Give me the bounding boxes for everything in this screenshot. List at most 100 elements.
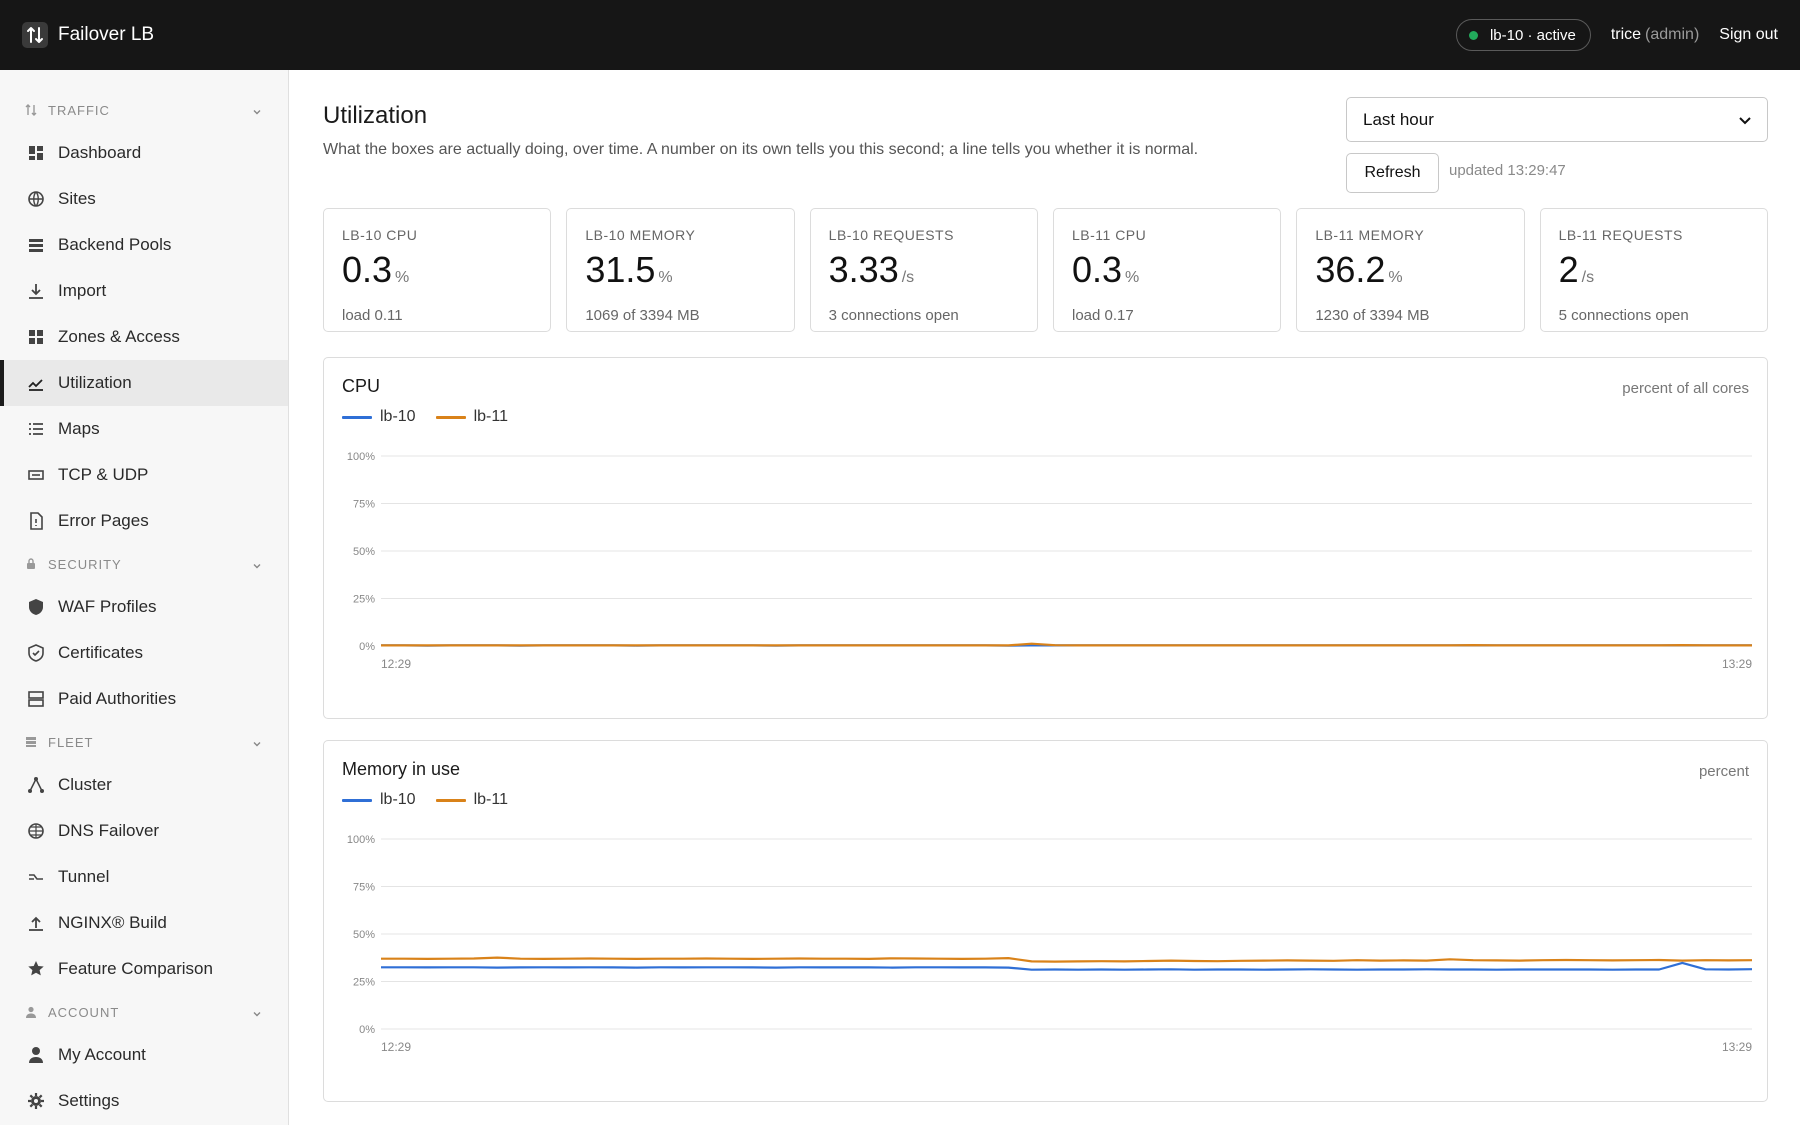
legend-item-lb-11[interactable]: lb-11: [435, 408, 508, 426]
y-tick-label: 75%: [353, 882, 375, 894]
stat-label: LB-10 MEMORY: [585, 227, 696, 243]
sign-out-link[interactable]: Sign out: [1719, 26, 1778, 43]
section-header-traffic[interactable]: TRAFFIC: [0, 90, 288, 130]
globe-icon: [26, 189, 46, 209]
sidebar-item-certificates[interactable]: Certificates: [0, 630, 288, 676]
stat-detail: 1230 of 3394 MB: [1315, 307, 1430, 324]
sidebar-item-waf-profiles[interactable]: WAF Profiles: [0, 584, 288, 630]
chevron-down-icon: [252, 559, 262, 569]
legend-swatch: [342, 798, 372, 802]
stat-card: LB-11 MEMORY 36.2% 1230 of 3394 MB: [1296, 208, 1525, 332]
sidebar: TRAFFIC Dashboard Sites Backend Pools Import…: [0, 70, 289, 1125]
legend-label: lb-10: [380, 791, 416, 808]
page-subtitle: What the boxes are actually doing, over …: [323, 141, 1199, 158]
sidebar-item-tcp-udp[interactable]: TCP & UDP: [0, 452, 288, 498]
sidebar-item-label: NGINX® Build: [58, 913, 167, 932]
series-line-lb-10: [381, 961, 1753, 971]
stat-card: LB-11 REQUESTS 2/s 5 connections open: [1539, 208, 1768, 332]
sidebar-item-maps[interactable]: Maps: [0, 406, 288, 452]
stat-value-row: 3.33/s: [829, 251, 1019, 297]
stat-value-row: 2/s: [1559, 251, 1749, 297]
legend-item-lb-10[interactable]: lb-10: [342, 791, 416, 809]
chevron-down-icon: [252, 1007, 262, 1017]
grid-icon: [26, 327, 46, 347]
refresh-button[interactable]: Refresh: [1346, 153, 1439, 193]
arrows-updown-icon: [24, 103, 38, 117]
legend-item-lb-11[interactable]: lb-11: [435, 791, 508, 809]
section-header-security[interactable]: SECURITY: [0, 544, 288, 584]
sidebar-item-label: Certificates: [58, 643, 144, 662]
section-label: FLEET: [48, 734, 94, 750]
lock-icon: [24, 557, 38, 571]
stat-unit: %: [1125, 269, 1140, 286]
sidebar-item-backend-pools[interactable]: Backend Pools: [0, 222, 288, 268]
legend-swatch: [435, 798, 466, 802]
sidebar-item-label: Dashboard: [58, 143, 142, 162]
chart-plot: 100% 75% 50% 25% 0% 12:29 13:29: [347, 451, 1752, 671]
sidebar-item-label: My Account: [58, 1045, 146, 1064]
chart-plot: 100% 75% 50% 25% 0% 12:29 13:29: [347, 834, 1753, 1054]
time-range-select[interactable]: Last hour: [1346, 97, 1768, 142]
stat-detail: 1069 of 3394 MB: [585, 307, 700, 324]
dashboard-icon: [26, 143, 46, 163]
sidebar-item-nginx-build[interactable]: NGINX® Build: [0, 900, 288, 946]
sidebar-item-tunnel[interactable]: Tunnel: [0, 854, 288, 900]
stat-detail: load 0.17: [1071, 307, 1134, 324]
sidebar-item-label: Feature Comparison: [58, 959, 213, 978]
stat-value: 0.3: [1071, 249, 1123, 290]
sidebar-item-label: Cluster: [58, 775, 112, 794]
x-tick-label: 13:29: [1722, 657, 1752, 671]
section-header-fleet[interactable]: FLEET: [0, 722, 288, 762]
x-tick-label: 13:29: [1722, 1040, 1752, 1054]
sidebar-item-cluster[interactable]: Cluster: [0, 762, 288, 808]
sidebar-item-label: Paid Authorities: [58, 689, 177, 708]
fleet-icon: [24, 735, 38, 749]
globe-network-icon: [26, 821, 46, 841]
y-tick-label: 50%: [353, 546, 375, 558]
status-dot-icon: [1468, 30, 1478, 40]
chart-title: Memory in use: [342, 759, 461, 779]
stat-unit: %: [658, 269, 673, 286]
chevron-down-icon: [252, 105, 262, 115]
legend-label: lb-10: [380, 408, 416, 425]
sidebar-item-settings[interactable]: Settings: [0, 1078, 288, 1124]
app-title: Failover LB: [58, 24, 155, 45]
sidebar-item-paid-authorities[interactable]: Paid Authorities: [0, 676, 288, 722]
sidebar-item-zones-access[interactable]: Zones & Access: [0, 314, 288, 360]
sidebar-item-dashboard[interactable]: Dashboard: [0, 130, 288, 176]
stat-card: LB-10 CPU 0.3% load 0.11: [323, 208, 552, 332]
legend-item-lb-10[interactable]: lb-10: [342, 408, 416, 426]
sidebar-item-utilization[interactable]: Utilization: [0, 360, 288, 406]
section-header-account[interactable]: ACCOUNT: [0, 992, 288, 1032]
y-tick-label: 75%: [353, 499, 375, 511]
legend-swatch: [342, 415, 372, 419]
chart-title: CPU: [342, 376, 381, 396]
stat-value: 36.2: [1315, 249, 1386, 290]
file-alert-icon: [26, 511, 46, 531]
stat-value-row: 31.5%: [585, 251, 775, 297]
x-tick-label: 12:29: [381, 1040, 411, 1054]
port-icon: [26, 465, 46, 485]
chart-legend: lb-10 lb-11: [342, 408, 528, 426]
sidebar-item-dns-failover[interactable]: DNS Failover: [0, 808, 288, 854]
node-status-badge[interactable]: lb-10 · active: [1455, 19, 1591, 51]
brand[interactable]: Failover LB: [22, 22, 154, 48]
section-label: TRAFFIC: [48, 102, 110, 118]
sidebar-item-sites[interactable]: Sites: [0, 176, 288, 222]
sidebar-item-my-account[interactable]: My Account: [0, 1032, 288, 1078]
user-info: trice (admin): [1611, 26, 1699, 44]
chevron-down-icon: [1739, 110, 1751, 130]
sidebar-item-label: Tunnel: [58, 867, 110, 886]
sidebar-item-label: Zones & Access: [58, 327, 180, 346]
chart-unit-label: percent of all cores: [1622, 380, 1749, 397]
sidebar-item-import[interactable]: Import: [0, 268, 288, 314]
sidebar-item-error-pages[interactable]: Error Pages: [0, 498, 288, 544]
stat-label: LB-11 REQUESTS: [1558, 227, 1683, 243]
sidebar-item-label: Utilization: [58, 373, 132, 392]
sidebar-item-label: Error Pages: [58, 511, 149, 530]
sidebar-item-feature-comparison[interactable]: Feature Comparison: [0, 946, 288, 992]
stat-card: LB-10 MEMORY 31.5% 1069 of 3394 MB: [566, 208, 795, 332]
cluster-icon: [26, 775, 46, 795]
chart-unit-label: percent: [1698, 763, 1749, 780]
username: trice: [1610, 26, 1642, 43]
